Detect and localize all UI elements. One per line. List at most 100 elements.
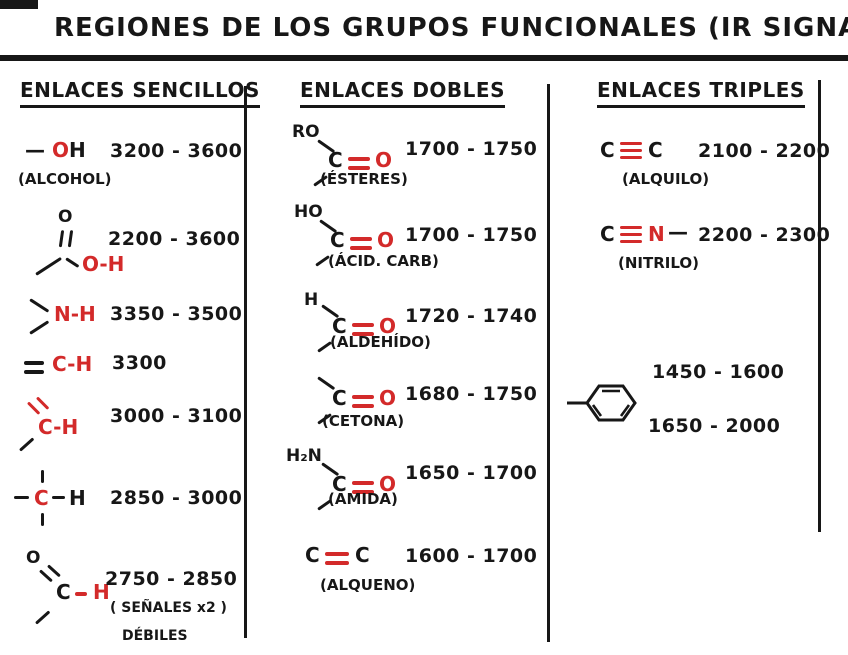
label-alkene: (ALQUENO) [320, 576, 416, 594]
atom-c: C [330, 228, 345, 252]
triple-bond-icon [620, 233, 642, 236]
benzene-ring-icon [565, 378, 645, 428]
atom-o: O [377, 228, 395, 252]
range-aldehyde-ch: 2750 - 2850 [105, 568, 238, 590]
range-alkyne: 2100 - 2200 [698, 140, 831, 162]
divider-1 [244, 86, 247, 638]
double-bond-icon [352, 490, 374, 494]
double-bond-icon [24, 370, 44, 374]
atom-c1: C [600, 138, 615, 162]
page-title: REGIONES DE LOS GRUPOS FUNCIONALES (IR S… [54, 13, 848, 43]
triple-bond-icon [620, 142, 642, 145]
atom-ch: C-H [38, 415, 79, 439]
structure-alkane-ch: C H [14, 468, 109, 530]
double-bond-icon [35, 396, 50, 410]
note-senales: ( SEÑALES x2 ) [110, 600, 227, 616]
double-bond-icon [348, 157, 370, 161]
range-alkane-ch: 2850 - 3000 [110, 487, 243, 509]
atom-o: O [379, 314, 397, 338]
atom-c: C [332, 386, 347, 410]
divider-2 [547, 84, 550, 642]
col1-heading: ENLACES SENCILLOS [20, 78, 260, 108]
bond-icon [29, 320, 50, 335]
structure-amide: H₂N C O [286, 446, 426, 516]
structure-ester: RO C O [290, 122, 420, 192]
double-bond-icon [325, 552, 349, 556]
atom-c2: C [648, 138, 663, 162]
note-debiles: DÉBILES [122, 628, 188, 644]
atom-c: C [328, 148, 343, 172]
title-underline [0, 55, 848, 61]
col2-heading: ENLACES DOBLES [300, 78, 505, 108]
atom-c: C [56, 580, 71, 604]
double-bond-icon [350, 237, 372, 241]
atom-ch: C-H [52, 352, 93, 376]
label-ester: (ÉSTERES) [320, 170, 408, 188]
bond-dash: — [668, 220, 688, 244]
range-aldehyde: 1720 - 1740 [405, 305, 538, 327]
double-bond-icon [58, 230, 65, 248]
double-bond-icon [26, 401, 41, 415]
atom-sub: RO [292, 122, 320, 142]
double-bond-icon [38, 569, 53, 583]
range-ester: 1700 - 1750 [405, 138, 538, 160]
atom-o: O [58, 207, 73, 227]
structure-aldehyde: H C O [300, 290, 430, 360]
double-bond-icon [67, 230, 74, 248]
label-ketone: (CETONA) [322, 412, 405, 430]
atom-nh: N-H [54, 302, 96, 326]
bond-icon [14, 496, 29, 499]
range-nitrile: 2200 - 2300 [698, 224, 831, 246]
atom-oh: O-H [82, 252, 125, 276]
bond-icon [75, 592, 87, 596]
double-bond-icon [46, 564, 61, 578]
atom-o: O [51, 138, 69, 162]
atom-h: H [68, 138, 86, 162]
structure-aldehyde-ch: O C H [20, 548, 120, 628]
atom-sub: HO [294, 202, 323, 222]
double-bond-icon [352, 395, 374, 399]
structure-alkyne-ch: C-H [24, 352, 114, 382]
double-bond-icon [325, 561, 349, 565]
atom-h: H [93, 580, 110, 604]
range-aromatic-top: 1450 - 1600 [652, 361, 785, 383]
structure-oh: — OH [25, 138, 86, 162]
atom-h: H [69, 486, 86, 510]
bond-icon [34, 610, 51, 625]
triple-bond-icon [620, 240, 642, 243]
bond-icon [41, 513, 44, 526]
bond-icon [65, 257, 80, 268]
label-alcohol: (ALCOHOL) [18, 170, 112, 188]
corner-mark [0, 0, 38, 9]
range-aromatic-bottom: 1650 - 2000 [648, 415, 781, 437]
structure-nitrile: C N — [600, 220, 720, 252]
bond-icon [18, 437, 35, 452]
label-amide: (AMIDA) [328, 490, 398, 508]
range-alkyne-ch: 3300 [112, 352, 167, 374]
label-aldehyde: (ALDEHÍDO) [330, 333, 431, 351]
triple-bond-icon [620, 156, 642, 159]
atom-n: N [648, 222, 665, 246]
range-ketone: 1680 - 1750 [405, 383, 538, 405]
atom-c: C [34, 486, 49, 510]
atom-c: C [332, 472, 347, 496]
range-alkene: 1600 - 1700 [405, 545, 538, 567]
range-vinyl-ch: 3000 - 3100 [110, 405, 243, 427]
atom-c: C [332, 314, 347, 338]
double-bond-icon [352, 323, 374, 327]
bond-icon [41, 470, 44, 483]
triple-bond-icon [620, 226, 642, 229]
bond-icon [29, 298, 50, 313]
atom-c1: C [305, 543, 320, 567]
bond-dash: — [25, 138, 45, 162]
triple-bond-icon [620, 149, 642, 152]
range-oh: 3200 - 3600 [110, 140, 243, 162]
col3-heading: ENLACES TRIPLES [597, 78, 805, 108]
structure-vinyl-ch: C-H [18, 393, 115, 455]
atom-o: O [379, 386, 397, 410]
range-nh: 3350 - 3500 [110, 303, 243, 325]
structure-carboxylic-oh: O O-H [30, 207, 130, 287]
range-acid: 1700 - 1750 [405, 224, 538, 246]
structure-alkyne: C C [600, 138, 710, 168]
atom-c2: C [355, 543, 370, 567]
